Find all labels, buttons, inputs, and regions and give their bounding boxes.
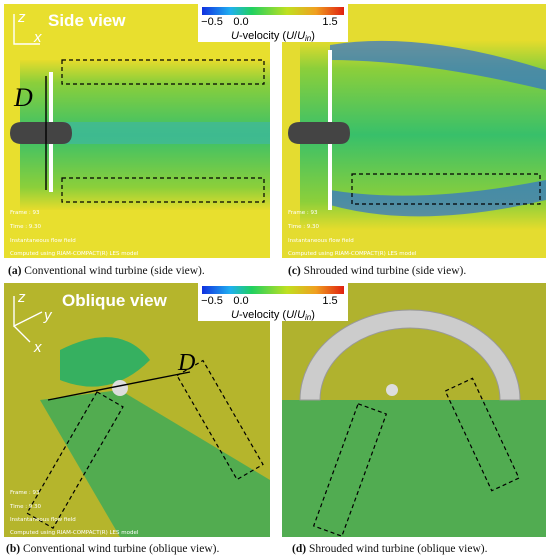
- text-part: ): [311, 30, 315, 42]
- text-part: /: [294, 30, 298, 42]
- colorbar-label: U-velocity (U/Uin): [231, 30, 315, 43]
- overlay-text: Time : 9.30: [9, 504, 42, 510]
- overlay-text: Instantaneous flow field: [288, 238, 354, 244]
- text-part: U: [286, 30, 294, 42]
- dashed-box: [312, 403, 388, 537]
- panel-b: D Oblique view z y x Frame : 93 Time : 9…: [4, 283, 270, 537]
- overlay-text: Computed using RIAM-COMPACT(R) LES model: [10, 530, 139, 536]
- overlay-text: Time : 9.30: [287, 224, 320, 230]
- axis-arrows: [13, 14, 40, 45]
- text-part: (d): [292, 543, 306, 555]
- overlay-text: Instantaneous flow field: [10, 517, 76, 523]
- dashed-box: [61, 59, 265, 85]
- dimension-arrow: [47, 371, 191, 401]
- text-part: -velocity (: [239, 30, 286, 42]
- overlay-text: Frame : 93: [10, 210, 40, 216]
- text-part: Shrouded wind turbine (side view).: [304, 265, 467, 277]
- text-part: Shrouded wind turbine (oblique view).: [309, 543, 488, 555]
- hub: [386, 384, 398, 396]
- colorbar: −0.5 0.0 1.5 U-velocity (U/Uin): [198, 4, 348, 43]
- nacelle: [288, 122, 350, 144]
- text-part: (b): [6, 543, 20, 555]
- colorbar-label: U-velocity (U/Uin): [231, 309, 315, 322]
- axis-label: z: [17, 9, 26, 26]
- wake: [282, 400, 546, 537]
- shear-layer: [330, 180, 546, 217]
- caption: (b) Conventional wind turbine (oblique v…: [6, 543, 219, 555]
- colorbar-tick: 0.0: [233, 16, 248, 28]
- colorbar-tick: −0.5: [201, 295, 223, 307]
- dashed-box: [444, 377, 520, 492]
- axis-label: x: [33, 29, 42, 46]
- axis-label: z: [17, 289, 26, 306]
- text-part: U: [231, 309, 239, 321]
- overlay-text: Frame : 93: [10, 490, 40, 496]
- dashed-box: [26, 391, 124, 529]
- hub: [112, 380, 128, 396]
- text-part: /: [294, 309, 298, 321]
- colorbar: −0.5 0.0 1.5 U-velocity (U/Uin): [198, 283, 348, 322]
- axis-arrows: [13, 296, 43, 343]
- overlay-text: Computed using RIAM-COMPACT(R) LES model: [10, 251, 139, 257]
- colorbar-gradient: [202, 286, 344, 294]
- text-part: ): [311, 309, 315, 321]
- text-part: Conventional wind turbine (side view).: [24, 265, 205, 277]
- overlay-text: Instantaneous flow field: [10, 238, 76, 244]
- colorbar-tick: −0.5: [201, 16, 223, 28]
- colorbar-tick: 1.5: [322, 295, 337, 307]
- panel-c: Frame : 93 Time : 9.30 Instantaneous flo…: [282, 4, 546, 258]
- text-part: U: [231, 30, 239, 42]
- dimension-label: D: [13, 83, 33, 112]
- dashed-box: [176, 359, 264, 481]
- overlay-text: Frame : 93: [288, 210, 318, 216]
- text-part: in: [305, 313, 312, 322]
- dashed-box: [61, 177, 265, 203]
- caption: (d) Shrouded wind turbine (oblique view)…: [292, 543, 488, 555]
- text-part: in: [305, 34, 312, 43]
- caption: (c) Shrouded wind turbine (side view).: [288, 265, 466, 277]
- shroud: [299, 309, 521, 401]
- panel-a: D Side view z x Frame : 93 Time : 9.30 I…: [4, 4, 270, 258]
- colorbar-tick: 1.5: [322, 16, 337, 28]
- wake: [40, 390, 270, 537]
- colorbar-gradient: [202, 7, 344, 15]
- dashed-box: [351, 173, 541, 205]
- wake-core: [20, 122, 270, 144]
- view-title: Side view: [48, 11, 126, 30]
- nacelle: [10, 122, 72, 144]
- blade-region: [60, 337, 150, 387]
- shear-layer: [330, 40, 546, 90]
- dimension-label: D: [177, 350, 195, 376]
- panel-d: [282, 283, 546, 537]
- caption: (a) Conventional wind turbine (side view…: [8, 265, 205, 277]
- overlay-text: Time : 9.30: [9, 224, 42, 230]
- text-part: U: [286, 309, 294, 321]
- axis-label: x: [33, 339, 42, 356]
- text-part: U: [297, 309, 305, 321]
- text-part: Conventional wind turbine (oblique view)…: [23, 543, 220, 555]
- axis-label: y: [43, 307, 53, 324]
- overlay-text: Computed using RIAM-COMPACT(R) LES model: [288, 251, 417, 257]
- text-part: (a): [8, 265, 22, 277]
- colorbar-tick: 0.0: [233, 295, 248, 307]
- text-part: (c): [288, 265, 301, 277]
- text-part: U: [297, 30, 305, 42]
- text-part: -velocity (: [239, 309, 286, 321]
- view-title: Oblique view: [62, 291, 168, 310]
